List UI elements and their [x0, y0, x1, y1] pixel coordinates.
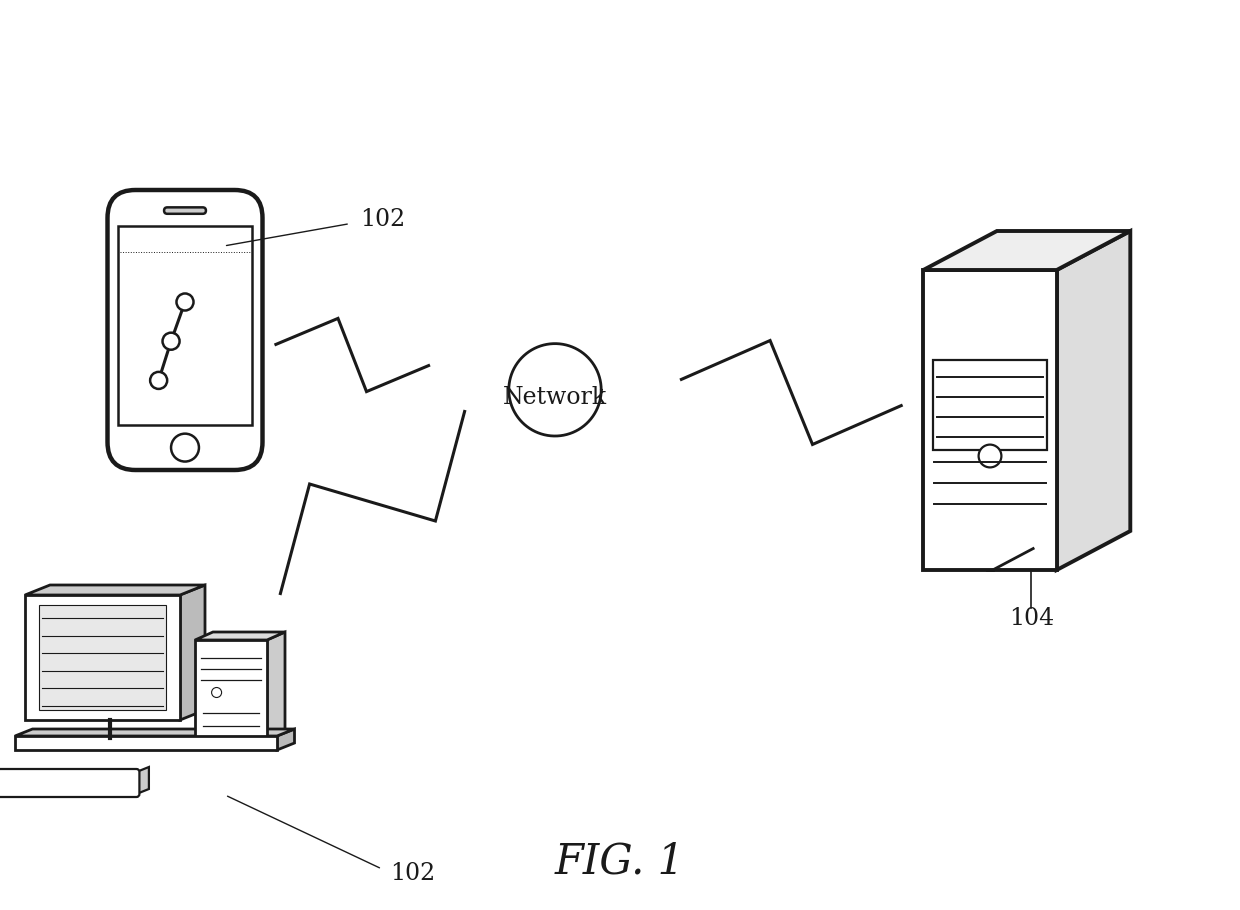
FancyBboxPatch shape	[0, 769, 139, 797]
Circle shape	[978, 445, 1002, 468]
Circle shape	[212, 687, 222, 697]
Bar	[15, 736, 277, 750]
Polygon shape	[25, 585, 205, 595]
Circle shape	[508, 344, 601, 436]
Bar	[118, 227, 252, 425]
Polygon shape	[15, 729, 295, 736]
Circle shape	[176, 293, 193, 310]
Polygon shape	[277, 729, 295, 750]
Bar	[38, 605, 166, 710]
Text: Network: Network	[503, 387, 608, 410]
Bar	[25, 595, 180, 720]
Circle shape	[517, 352, 591, 428]
Bar	[924, 270, 1056, 570]
Polygon shape	[195, 632, 285, 640]
Text: 102: 102	[391, 862, 435, 885]
Circle shape	[171, 434, 198, 461]
Bar	[195, 640, 267, 745]
Polygon shape	[1056, 231, 1131, 570]
FancyBboxPatch shape	[164, 207, 206, 214]
Text: 104: 104	[1009, 607, 1054, 630]
Circle shape	[525, 360, 584, 420]
Polygon shape	[924, 231, 1131, 270]
Polygon shape	[267, 632, 285, 745]
Text: 102: 102	[360, 208, 405, 231]
Circle shape	[515, 350, 594, 430]
Circle shape	[518, 352, 593, 428]
Circle shape	[162, 333, 180, 349]
Polygon shape	[180, 585, 205, 720]
Circle shape	[526, 360, 585, 420]
Circle shape	[516, 350, 595, 430]
FancyBboxPatch shape	[108, 190, 263, 470]
Bar	[932, 360, 1048, 450]
Polygon shape	[136, 767, 149, 794]
Text: FIG. 1: FIG. 1	[556, 841, 684, 883]
Circle shape	[150, 372, 167, 389]
